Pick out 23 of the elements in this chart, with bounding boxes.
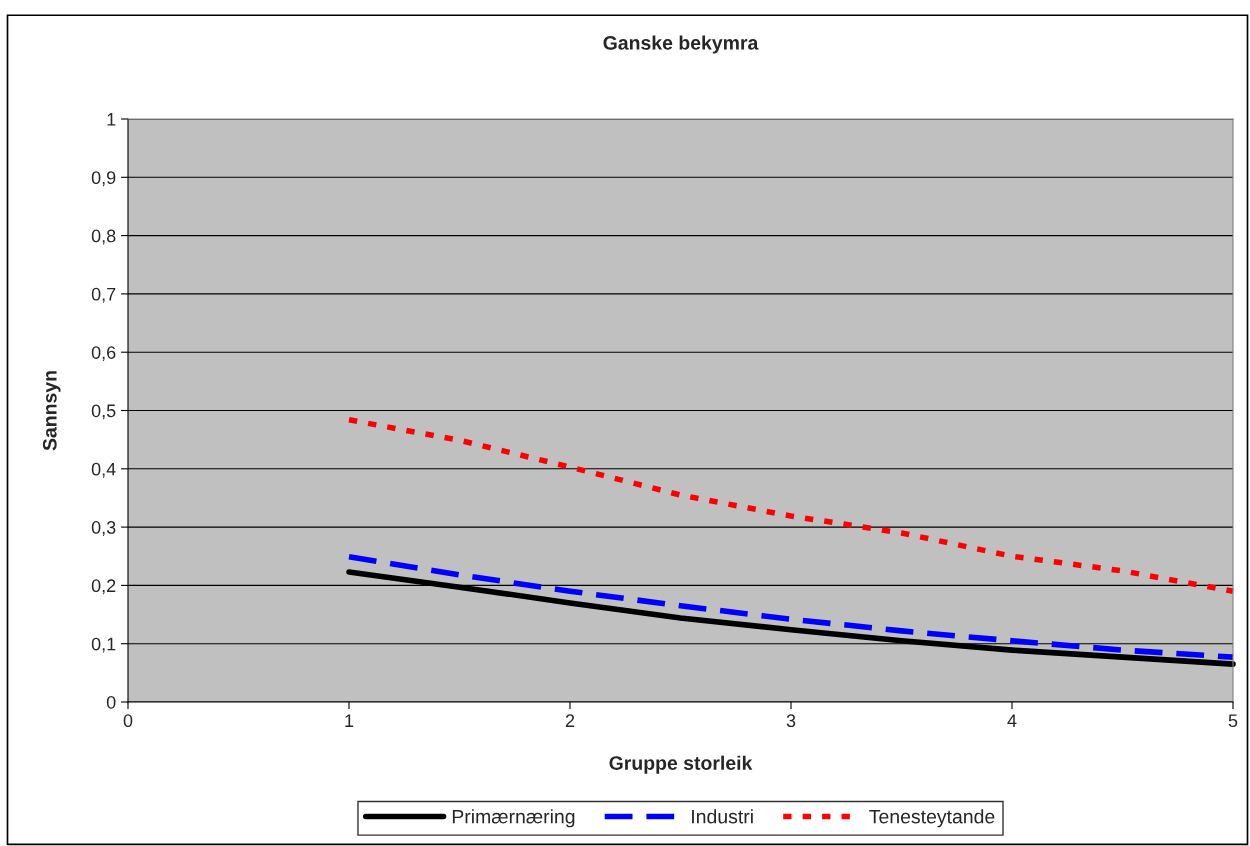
- y-tick-label: 0,5: [91, 404, 116, 420]
- legend-label: Primærnæring: [452, 809, 575, 828]
- x-tick-label: 5: [1228, 714, 1238, 728]
- x-tick-label: 1: [345, 714, 354, 727]
- y-tick-label: 0,1: [91, 637, 116, 653]
- y-tick-label: 0,7: [91, 287, 116, 303]
- x-tick-label: 0: [123, 714, 133, 728]
- x-tick-label: 2: [565, 714, 575, 727]
- y-tick-label: 0,3: [91, 521, 116, 536]
- y-tick-label: 0,9: [91, 171, 116, 187]
- y-tick-label: 0,8: [91, 229, 116, 245]
- legend-label: Tenesteytande: [869, 809, 995, 828]
- y-tick-label: 0,6: [91, 346, 116, 362]
- y-tick-label: 0: [106, 695, 116, 709]
- y-tick-label: 1: [107, 113, 116, 126]
- x-axis-title: Gruppe storleik: [609, 755, 753, 774]
- y-axis-title: Sannsyn: [42, 371, 61, 451]
- x-tick-label: 3: [786, 714, 796, 728]
- legend-label: Industri: [692, 809, 753, 824]
- y-tick-label: 0,4: [91, 462, 116, 478]
- x-tick-label: 4: [1007, 714, 1017, 727]
- chart-title: Ganske bekymra: [603, 35, 759, 54]
- y-tick-label: 0,2: [91, 579, 116, 595]
